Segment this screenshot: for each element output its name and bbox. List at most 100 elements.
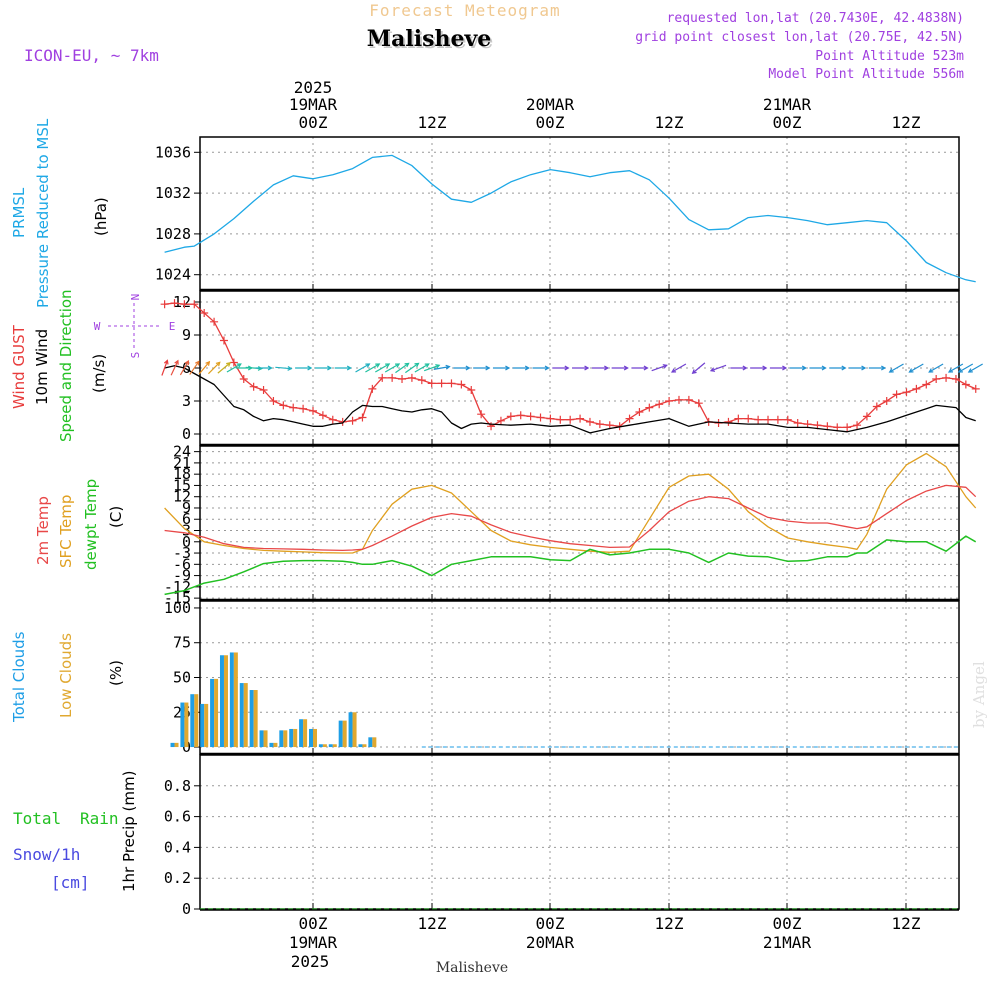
wind-arrow-head	[395, 363, 401, 368]
wind-arrow-head	[435, 364, 441, 369]
wind-arrow-head	[505, 365, 511, 371]
label-rain: Rain	[80, 809, 119, 828]
low-cloud-bar	[283, 730, 288, 748]
bottom-date-20mar: 20MAR	[526, 933, 575, 952]
wind-arrow-shaft	[355, 363, 370, 373]
requested-coords: requested lon,lat (20.7430E, 42.4838N)	[667, 11, 964, 26]
wind-arrow-head	[375, 363, 381, 368]
wind-arrow-shaft	[375, 363, 390, 373]
gust-marker	[536, 413, 545, 422]
gust-marker	[961, 380, 970, 389]
ytick-label-2-11: 18	[173, 465, 191, 483]
gust-marker	[951, 375, 960, 383]
wind-arrow-head	[691, 369, 697, 374]
low-cloud-bar	[332, 744, 337, 748]
wind-arrow-head	[801, 365, 807, 371]
gust-marker	[200, 309, 209, 317]
wind-arrow-head	[762, 365, 768, 371]
total-cloud-bar	[338, 720, 343, 748]
wind-arrow-shaft	[710, 364, 727, 372]
gust-marker	[279, 401, 288, 410]
total-cloud-bar	[200, 703, 205, 748]
ytick-label-2-13: 24	[173, 443, 191, 461]
gridlines	[200, 137, 959, 910]
gust-marker	[971, 384, 980, 393]
label-10m-wind: 10m Wind	[33, 329, 51, 405]
gust-marker	[506, 412, 515, 421]
gust-marker	[645, 403, 654, 412]
low-cloud-bar	[303, 719, 308, 748]
ytick-label-0-0: 1024	[155, 266, 191, 284]
gust-marker	[754, 415, 763, 424]
bottom-tick-00z-c: 00Z	[773, 914, 802, 933]
total-cloud-bar	[170, 742, 175, 748]
ytick-label-3-4: 100	[164, 599, 191, 617]
low-cloud-bar	[184, 702, 189, 748]
low-cloud-bar	[273, 742, 278, 748]
wind-arrow-shaft	[958, 363, 974, 373]
wind-arrow-shaft	[179, 360, 189, 376]
total-cloud-bar	[299, 719, 304, 748]
wind-arrow-shaft	[198, 361, 210, 375]
gust-marker	[843, 423, 852, 432]
total-cloud-bar	[259, 730, 264, 748]
gust-marker	[912, 384, 921, 393]
wind-arrow-shaft	[189, 361, 200, 375]
wind-arrow-head	[195, 360, 200, 366]
gust-marker	[249, 382, 258, 391]
top-date-20mar: 20MAR	[526, 95, 575, 114]
wind-arrow-head	[365, 363, 371, 368]
top-tick-00z-c: 00Z	[773, 113, 802, 132]
gust-marker	[853, 421, 862, 430]
label-prmsl: PRMSL	[10, 187, 28, 238]
top-date-21mar: 21MAR	[763, 95, 812, 114]
label-1hr-precip: 1hr Precip (mm)	[120, 771, 138, 892]
wind-arrow-head	[604, 365, 610, 371]
gust-marker	[427, 379, 436, 388]
gust-marker	[556, 415, 565, 424]
wind-arrow-shaft	[889, 363, 904, 373]
compass-rose: N S W E	[94, 294, 176, 359]
ytick-label-4-2: 0.4	[164, 838, 191, 856]
bottom-year: 2025	[291, 952, 330, 971]
gust-marker	[635, 408, 644, 416]
ytick-label-2-12: 21	[173, 454, 191, 472]
total-cloud-bar	[318, 744, 323, 748]
top-tick-12z-c: 12Z	[892, 113, 921, 132]
gust-marker	[180, 300, 189, 309]
total-cloud-bar	[269, 742, 274, 748]
gust-marker	[388, 373, 397, 382]
top-tick-12z-b: 12Z	[655, 113, 684, 132]
wind-arrow-head	[967, 368, 973, 373]
wind-arrow-shaft	[365, 363, 380, 373]
compass-e: E	[169, 320, 176, 333]
total-cloud-bar	[249, 690, 254, 748]
gust-marker	[773, 415, 782, 424]
wind-arrow-head	[257, 365, 263, 371]
wind-arrow-head	[544, 365, 550, 371]
label-sfc-temp: SFC Temp	[57, 495, 75, 568]
wind-arrow-head	[861, 365, 867, 371]
gust-marker	[496, 416, 505, 425]
low-cloud-bar	[174, 742, 179, 748]
gust-marker	[378, 373, 387, 382]
label-total-clouds: Total Clouds	[10, 631, 28, 723]
low-cloud-bar	[352, 712, 357, 748]
low-cloud-bar	[204, 703, 209, 748]
wind-arrow-shaft	[405, 362, 419, 374]
wind-arrow-head	[888, 368, 894, 373]
wind-arrow-shaft	[909, 363, 924, 373]
gust-marker	[309, 406, 317, 415]
pressure-line	[164, 154, 976, 283]
ytick-label-1-1: 3	[182, 392, 191, 410]
gust-marker	[269, 397, 278, 405]
gust-marker	[744, 414, 753, 423]
low-cloud-bar	[313, 728, 317, 748]
label-low-clouds: Low Clouds	[57, 633, 75, 718]
label-pressure-msl: Pressure Reduced to MSL	[34, 118, 52, 308]
location-title: Malisheve	[367, 26, 491, 52]
low-cloud-bar	[342, 720, 347, 748]
total-cloud-bar	[309, 728, 313, 748]
gust-marker	[882, 397, 891, 405]
wind-arrow-head	[881, 365, 887, 371]
